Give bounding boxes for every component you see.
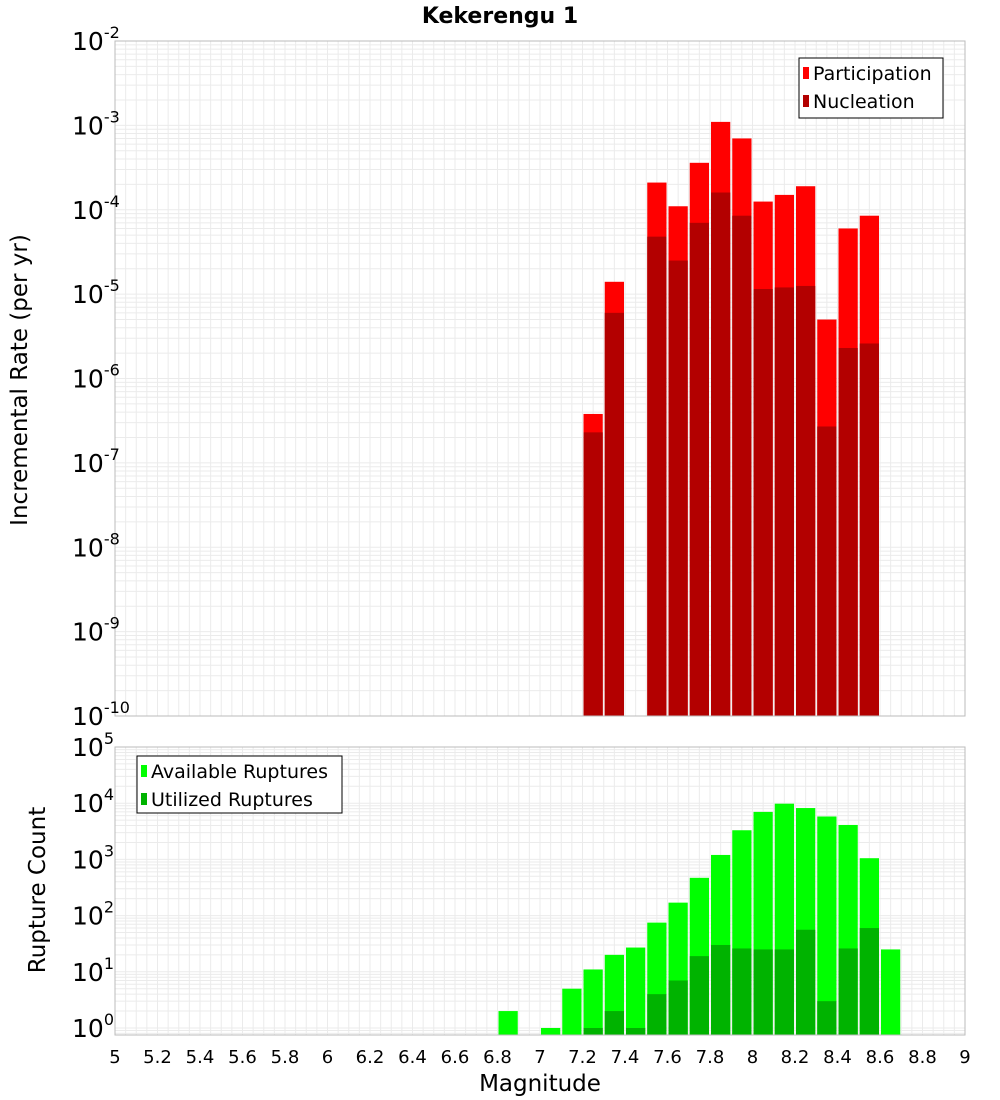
y-tick-labels: 10-2 10-3 10-4 10-5 10-6 10-7 10-8 10-9 10-10	[72, 23, 130, 731]
bars	[583, 121, 879, 717]
y-tick-label: 105	[72, 729, 114, 762]
nucleation-bar	[711, 192, 731, 717]
y-tick-label: 10-3	[72, 107, 120, 140]
legend-swatch	[803, 67, 809, 79]
utilized-ruptures-bar	[859, 928, 879, 1035]
nucleation-bar	[817, 426, 837, 716]
y-tick-label: 10-9	[72, 614, 120, 647]
x-tick-label: 8.2	[781, 1047, 810, 1068]
y-tick-label: 101	[72, 954, 114, 987]
utilized-ruptures-bar	[753, 949, 773, 1035]
legend-box	[136, 755, 343, 814]
legend-swatch	[141, 793, 147, 805]
y-tick-label: 100	[72, 1010, 114, 1043]
nucleation-bar	[859, 343, 879, 716]
legend-label: Utilized Ruptures	[151, 789, 313, 811]
available-ruptures-bar	[498, 1011, 518, 1035]
x-tick-label: 5	[109, 1047, 120, 1068]
x-tick-label: 9	[959, 1047, 970, 1068]
x-tick-label: 5.6	[228, 1047, 257, 1068]
utilized-ruptures-bar	[668, 980, 688, 1035]
utilized-ruptures-bar	[774, 949, 794, 1035]
x-axis: 5 5.2 5.4 5.6 5.8 6 6.2 6.4 6.6 6.8 7 7.2 7.4 7.6 7.8 8…	[109, 1047, 970, 1068]
legend-label: Available Ruptures	[151, 761, 328, 783]
x-tick-label: 8.8	[908, 1047, 937, 1068]
grid	[114, 41, 966, 717]
y-tick-label: 104	[72, 785, 114, 818]
legend-box	[798, 57, 944, 119]
bars	[498, 803, 901, 1035]
legend: Available Ruptures Utilized Ruptures	[136, 755, 343, 814]
utilized-ruptures-bar	[647, 994, 667, 1035]
legend: Participation Nucleation	[798, 57, 944, 119]
nucleation-bar	[838, 347, 858, 716]
y-tick-labels: 100 101 102 103 104 105	[72, 729, 114, 1043]
x-tick-label: 8	[747, 1047, 758, 1068]
bottom-panel: 100 101 102 103 104 105 Available Ruptures Util…	[72, 729, 966, 1043]
y-tick-label: 10-6	[72, 361, 120, 394]
y-tick-label: 10-4	[72, 192, 120, 225]
nucleation-bar	[753, 289, 773, 716]
x-tick-label: 7.6	[653, 1047, 682, 1068]
x-tick-label: 6.2	[356, 1047, 385, 1068]
utilized-ruptures-bar	[604, 1011, 624, 1035]
x-tick-label: 7.4	[611, 1047, 640, 1068]
utilized-ruptures-bar	[838, 948, 858, 1035]
y-tick-label: 102	[72, 898, 114, 931]
available-ruptures-bar	[583, 969, 603, 1035]
x-tick-label: 6.8	[483, 1047, 512, 1068]
legend-swatch	[141, 765, 147, 777]
nucleation-bar	[647, 236, 667, 716]
x-tick-label: 6.6	[441, 1047, 470, 1068]
x-tick-label: 7.2	[568, 1047, 597, 1068]
utilized-ruptures-bar	[796, 929, 816, 1035]
plot-frame	[114, 746, 966, 1036]
x-tick-label: 7.8	[696, 1047, 725, 1068]
y-tick-label: 10-8	[72, 529, 120, 562]
y-tick-label: 10-7	[72, 445, 120, 478]
y-tick-label: 10-2	[72, 23, 120, 56]
available-ruptures-bar	[817, 816, 837, 1035]
legend-label: Participation	[813, 63, 932, 85]
y-tick-label: 103	[72, 841, 114, 874]
x-tick-label: 8.6	[866, 1047, 895, 1068]
chart-title: Kekerengu 1	[422, 4, 578, 29]
utilized-ruptures-bar	[689, 956, 709, 1035]
x-tick-label: 5.8	[271, 1047, 300, 1068]
x-tick-label: 8.4	[823, 1047, 852, 1068]
y-tick-label: 10-10	[72, 698, 130, 731]
utilized-ruptures-bar	[732, 948, 752, 1035]
nucleation-bar	[668, 260, 688, 716]
x-axis-label: Magnitude	[479, 1071, 601, 1097]
available-ruptures-bar	[562, 988, 582, 1035]
x-tick-label: 7	[534, 1047, 545, 1068]
top-y-axis-label: Incremental Rate (per yr)	[7, 234, 33, 526]
available-ruptures-bar	[626, 947, 646, 1035]
plot-frame	[114, 40, 966, 717]
legend-swatch	[803, 95, 809, 107]
nucleation-bar	[732, 215, 752, 717]
x-tick-label: 6	[322, 1047, 333, 1068]
nucleation-bar	[583, 432, 603, 716]
x-tick-label: 5.2	[143, 1047, 172, 1068]
top-panel: 10-2 10-3 10-4 10-5 10-6 10-7 10-8 10-9 10-10 Par…	[72, 23, 966, 731]
x-tick-label: 6.4	[398, 1047, 427, 1068]
utilized-ruptures-bar	[711, 944, 731, 1035]
legend-label: Nucleation	[813, 91, 915, 113]
nucleation-bar	[796, 285, 816, 716]
bottom-y-axis-label: Rupture Count	[25, 807, 51, 973]
nucleation-bar	[774, 287, 794, 716]
y-tick-label: 10-5	[72, 276, 120, 309]
utilized-ruptures-bar	[583, 1027, 603, 1035]
available-ruptures-bar	[881, 949, 901, 1035]
nucleation-bar	[689, 222, 709, 716]
available-ruptures-bar	[541, 1027, 561, 1035]
utilized-ruptures-bar	[626, 1027, 646, 1035]
utilized-ruptures-bar	[817, 1001, 837, 1035]
x-tick-label: 5.4	[186, 1047, 215, 1068]
nucleation-bar	[604, 312, 624, 716]
